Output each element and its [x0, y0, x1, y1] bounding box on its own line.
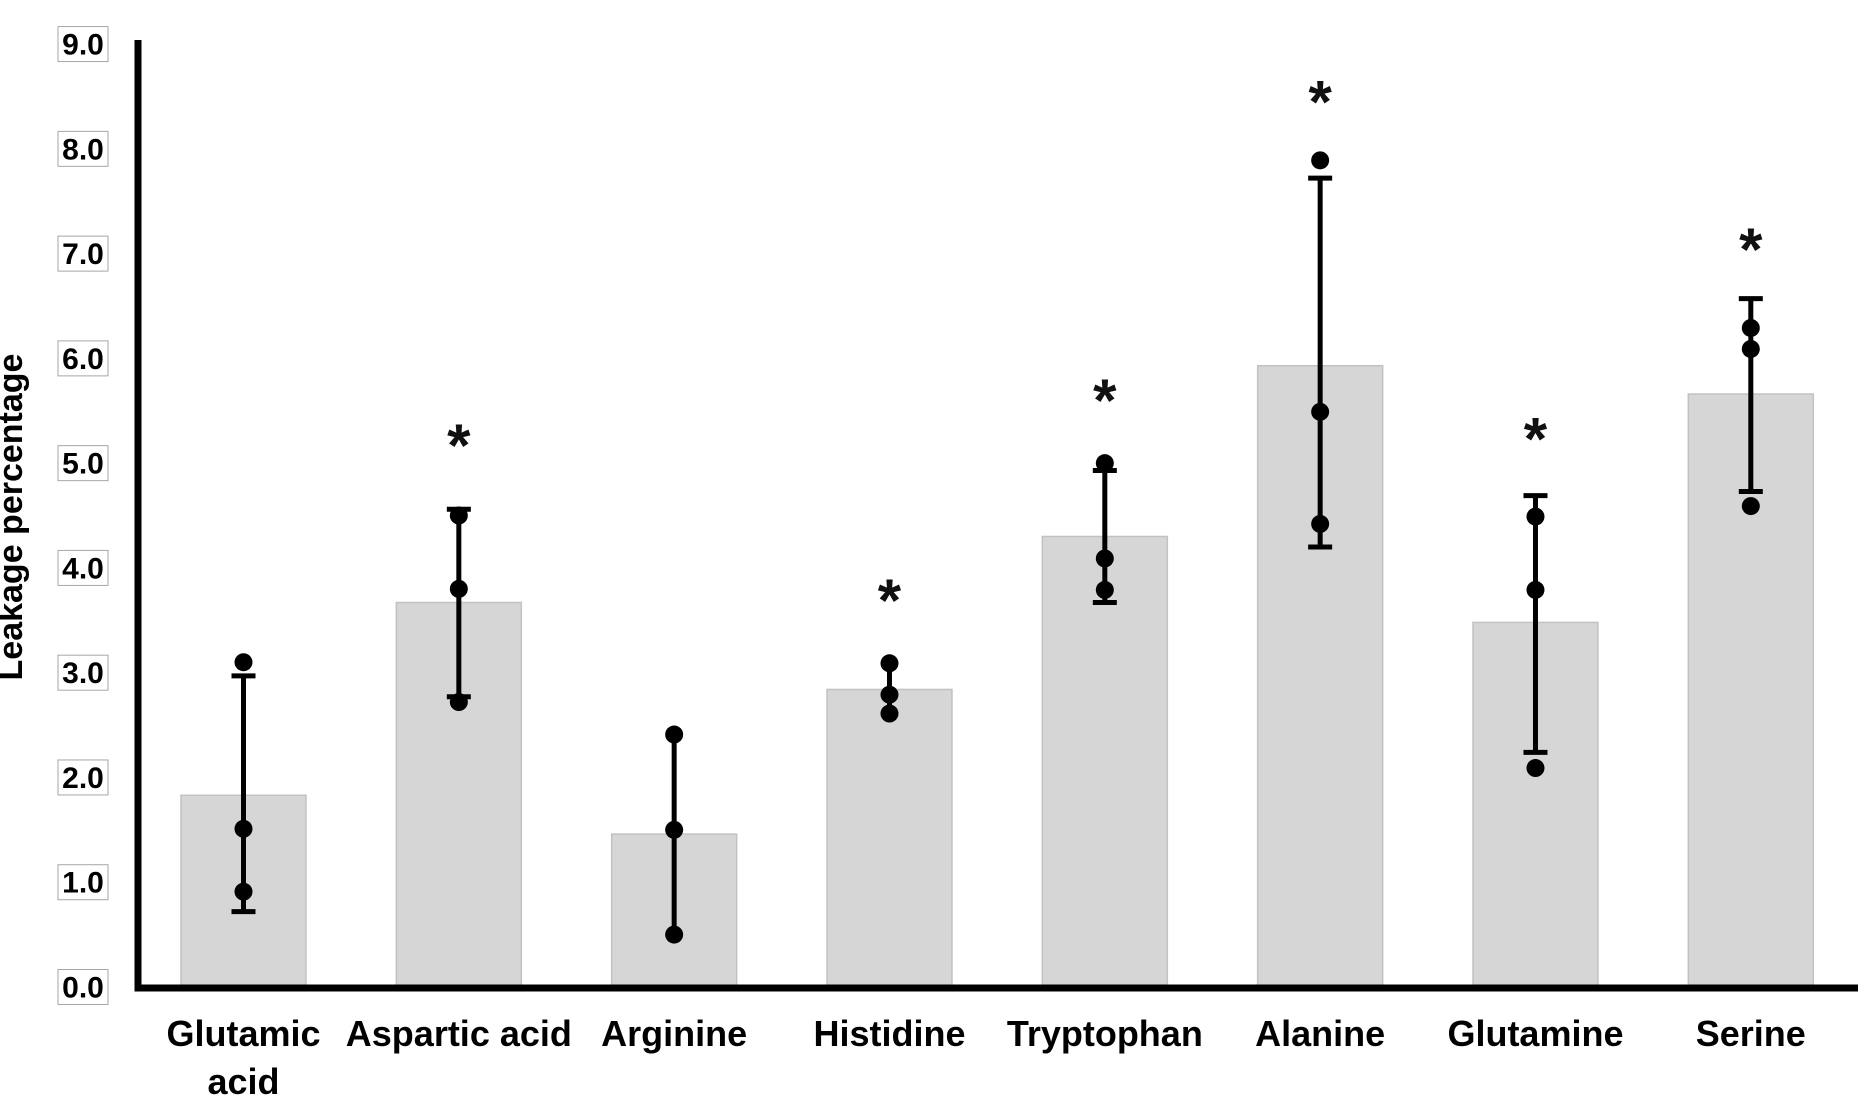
significance-asterisk-tryptophan: * [1093, 367, 1117, 434]
data-point [880, 654, 899, 673]
data-point [1526, 507, 1545, 526]
y-tick-label: 0.0 [62, 972, 104, 1005]
x-category-label: Serine [1696, 1013, 1806, 1054]
x-category-label: Glutamic [166, 1013, 320, 1054]
x-category-label: acid [207, 1061, 279, 1102]
data-point [234, 882, 253, 901]
y-tick-label: 3.0 [62, 657, 104, 690]
bar-tryptophan [1041, 535, 1169, 988]
data-point [880, 704, 899, 723]
x-category-label: Tryptophan [1007, 1013, 1203, 1054]
x-category-label: Arginine [601, 1013, 747, 1054]
data-point [665, 725, 684, 744]
y-tick-box [57, 26, 109, 63]
y-tick-label: 6.0 [62, 343, 104, 376]
y-tick-label: 5.0 [62, 448, 104, 481]
data-point [665, 925, 684, 944]
y-tick-label: 1.0 [62, 867, 104, 900]
significance-asterisk-glutamine: * [1524, 406, 1548, 473]
data-point [1095, 580, 1114, 599]
significance-asterisk-aspartic-acid: * [447, 412, 471, 479]
data-point [449, 579, 468, 598]
y-tick-box [57, 445, 109, 482]
significance-asterisk-histidine: * [878, 567, 902, 634]
y-tick-box [57, 969, 109, 1005]
y-tick-label: 2.0 [62, 762, 104, 795]
bar-histidine [826, 688, 953, 988]
y-tick-box [57, 654, 109, 691]
y-tick-box [57, 340, 109, 377]
x-category-label: Alanine [1255, 1013, 1385, 1054]
data-point [1311, 514, 1330, 533]
y-tick-label: 8.0 [62, 133, 104, 166]
significance-asterisk-alanine: * [1308, 68, 1332, 135]
data-point [449, 693, 468, 712]
y-tick-box [57, 759, 109, 796]
data-point [1741, 339, 1760, 358]
y-tick-label: 4.0 [62, 552, 104, 585]
significance-asterisk-serine: * [1739, 216, 1763, 283]
data-point [1095, 549, 1114, 568]
y-tick-box [57, 864, 109, 901]
y-tick-box [57, 130, 109, 167]
data-point [449, 506, 468, 525]
y-tick-label: 7.0 [62, 238, 104, 271]
data-point [234, 819, 253, 838]
y-tick-label: 9.0 [62, 29, 104, 62]
y-tick-box [57, 549, 109, 586]
plot-area: 0.0 1.0 2.0 3.0 4.0 5.0 6.0 7.0 8.0 9.0 Glutamic ac… [57, 26, 1858, 1102]
data-point [234, 653, 253, 672]
y-axis-title: Leakage percentage [0, 354, 30, 681]
x-category-label: Aspartic acid [346, 1013, 572, 1054]
x-category-label: Glutamine [1447, 1013, 1623, 1054]
data-point [665, 820, 684, 839]
x-category-label: Histidine [813, 1013, 965, 1054]
data-point [1311, 402, 1330, 421]
y-tick-box [57, 235, 109, 272]
data-point [1526, 759, 1545, 778]
data-point [1741, 318, 1760, 337]
data-point [1741, 497, 1760, 516]
data-point [880, 685, 899, 704]
data-point [1311, 151, 1330, 170]
data-point [1526, 580, 1545, 599]
data-point [1095, 454, 1114, 473]
